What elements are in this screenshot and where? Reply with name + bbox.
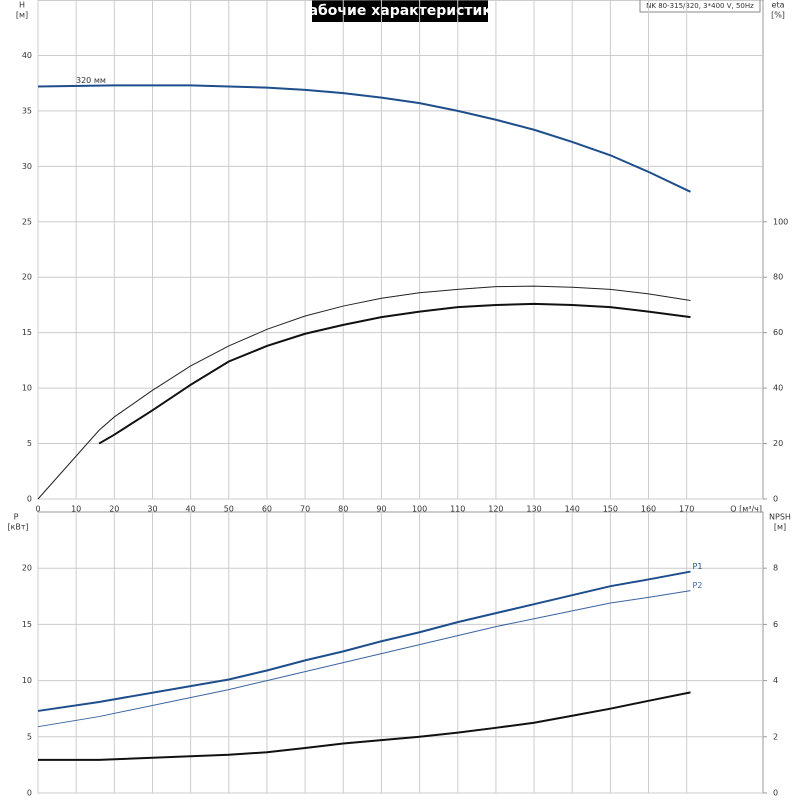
y-axis-label: P [14,513,19,522]
annotation-box [639,0,761,13]
x-tick-label: 10 [71,505,81,514]
curve [98,302,691,445]
y2-axis-label: NPSH [769,513,791,522]
annotation: NK 80-315/320, 3*400 V, 50Hz [646,2,754,10]
y2-tick-label: 0 [773,789,778,798]
x-tick-label: 80 [338,505,348,514]
curve-label: P1 [693,562,703,571]
y-axis-label: H [19,1,25,10]
curve-label: 320 мм [76,76,106,85]
y2-tick-label: 20 [773,439,783,448]
curve [38,691,691,761]
y2-tick-label: 4 [773,676,778,685]
y-tick-label: 10 [22,676,32,685]
x-tick-label: 30 [147,505,157,514]
x-tick-label: 70 [300,505,310,514]
y-tick-label: 15 [22,328,32,337]
title-box [312,0,488,22]
x-tick-label: 110 [450,505,465,514]
curve-label: P2 [693,581,703,590]
y-tick-label: 20 [22,273,32,282]
x-tick-label: 170 [679,505,694,514]
y2-tick-label: 8 [773,564,778,573]
y2-tick-label: 60 [773,328,783,337]
curve [37,285,691,500]
y-tick-label: 30 [22,162,32,171]
x-tick-label: 40 [186,505,196,514]
y-tick-label: 35 [22,106,32,115]
x-tick-label: 120 [488,505,503,514]
chart-title: Рабочие характеристики [298,3,501,19]
y2-tick-label: 40 [773,384,783,393]
y2-tick-label: 80 [773,273,783,282]
x-tick-label: 60 [262,505,272,514]
plot-frame [37,511,764,794]
x-tick-label: 130 [526,505,541,514]
y2-tick-label: 6 [773,620,778,629]
y-tick-label: 5 [27,439,32,448]
x-axis-label: Q [м³/ч] [730,505,762,514]
y2-tick-label: 100 [773,217,788,226]
x-tick-label: 20 [109,505,119,514]
y2-axis-unit: [%] [771,11,785,20]
x-tick-label: 140 [565,505,580,514]
y-tick-label: 20 [22,564,32,573]
x-tick-label: 90 [376,505,386,514]
plot-frame [37,0,764,500]
y2-tick-label: 0 [773,495,778,504]
y2-axis-unit: [м] [774,523,786,532]
x-tick-label: 160 [641,505,656,514]
y-tick-label: 5 [27,732,32,741]
y-tick-label: 40 [22,51,32,60]
curve [37,570,691,712]
curve [37,84,691,193]
x-tick-label: 150 [603,505,618,514]
y-tick-label: 0 [27,495,32,504]
y-tick-label: 25 [22,217,32,226]
y-tick-label: 15 [22,620,32,629]
y-tick-label: 0 [27,789,32,798]
y-axis-unit: [м] [16,11,28,20]
x-tick-label: 100 [412,505,427,514]
curve [37,590,691,728]
x-tick-label: 50 [224,505,234,514]
y2-tick-label: 2 [773,732,778,741]
x-tick-label: 0 [35,505,40,514]
y-tick-label: 10 [22,384,32,393]
y-axis-unit: [кВт] [7,523,28,532]
y2-axis-label: eta [772,1,785,10]
